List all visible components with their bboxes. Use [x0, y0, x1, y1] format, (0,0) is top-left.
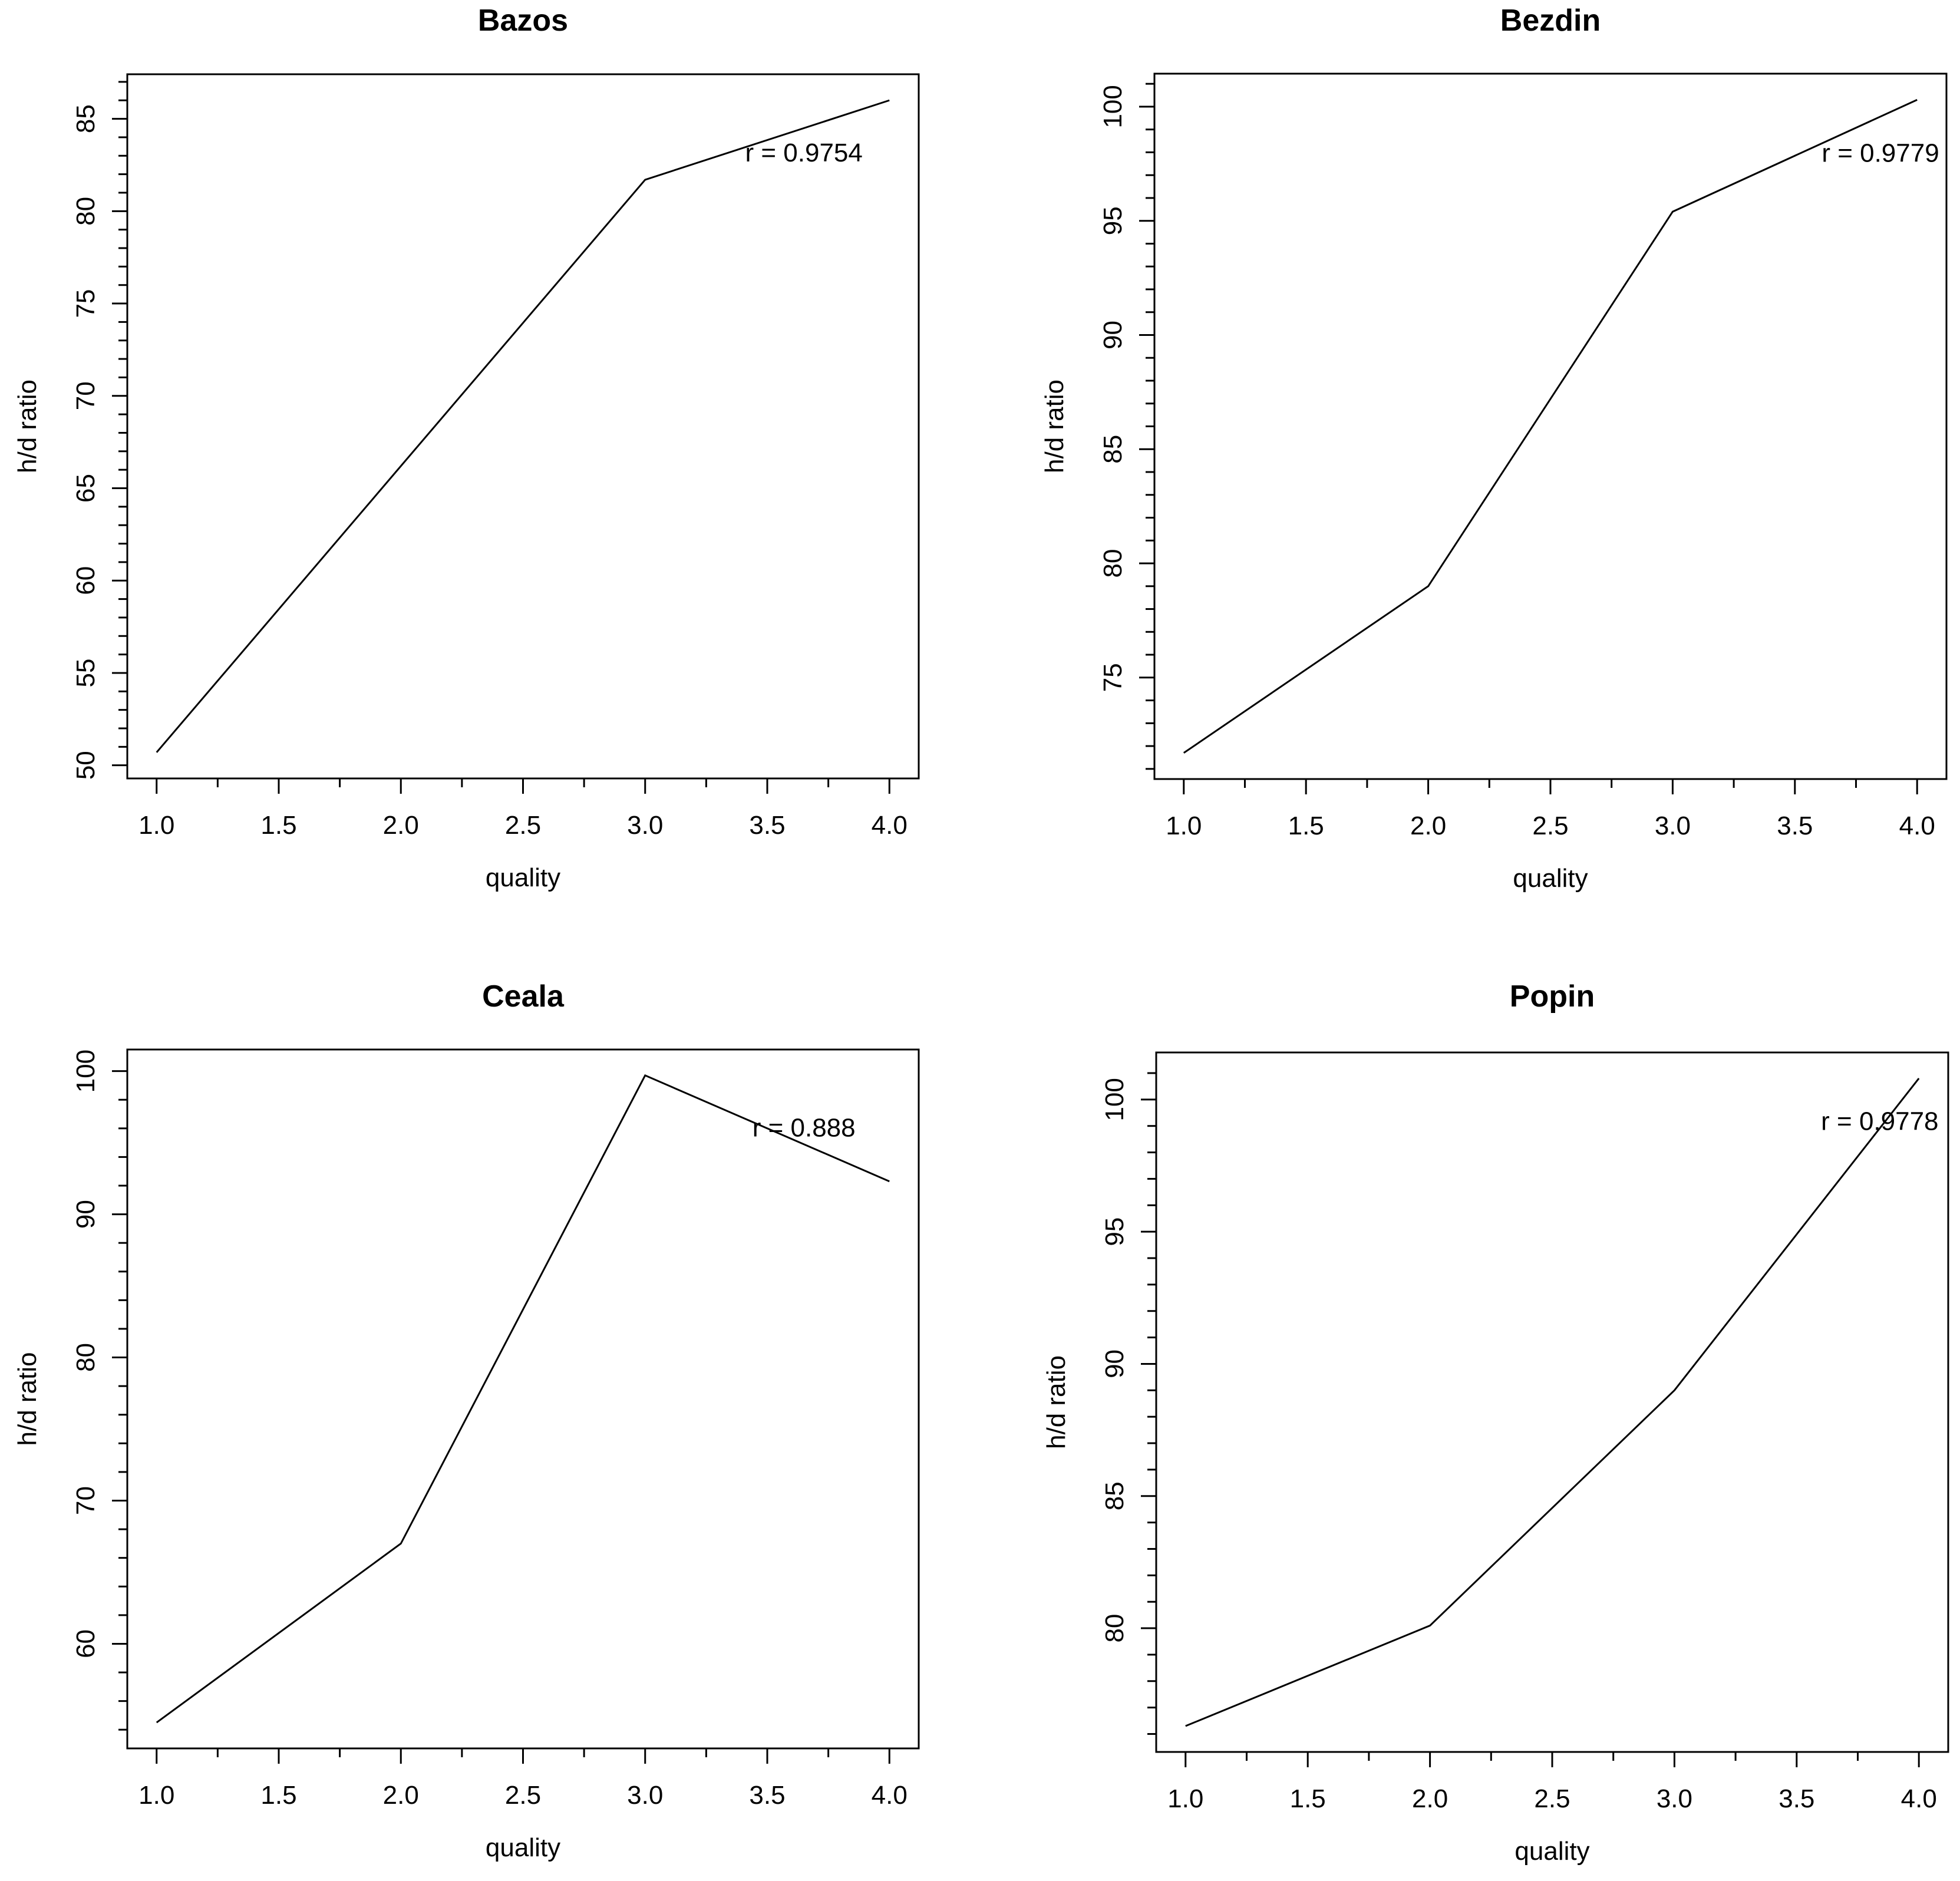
y-tick-label: 100 — [1098, 85, 1127, 128]
plot-svg: 1.0 1.5 2.0 2.5 3.0 3.5 4.0 60 70 80 90 100 Ceala qua… — [13, 979, 920, 1862]
plot-box — [126, 1048, 920, 1750]
y-tick-label: 60 — [71, 566, 100, 595]
x-tick-label: 2.0 — [1410, 811, 1446, 840]
plot-title: Ceala — [482, 979, 565, 1014]
data-line — [156, 99, 890, 753]
plot-svg: 1.0 1.5 2.0 2.5 3.0 3.5 4.0 50 55 60 65 70 75 80 85 Baz… — [13, 4, 920, 892]
y-tick-label: 80 — [71, 197, 100, 226]
data-line — [156, 1074, 890, 1724]
plot-box — [1155, 1051, 1949, 1753]
x-tick-label: 3.5 — [749, 811, 785, 840]
x-tick-label: 1.0 — [1166, 811, 1202, 840]
plot-box — [1153, 72, 1948, 780]
x-axis-label: quality — [1514, 1837, 1589, 1866]
data-line — [1183, 98, 1918, 754]
correlation-annotation: r = 0.9754 — [745, 138, 862, 167]
y-tick-label: 95 — [1100, 1217, 1129, 1246]
y-axis-label: h/d ratio — [13, 380, 42, 473]
x-tick-label: 1.0 — [138, 1781, 174, 1810]
data-line — [1185, 1078, 1920, 1727]
x-tick-label: 4.0 — [1901, 1784, 1937, 1813]
x-tick-label: 3.0 — [1655, 811, 1691, 840]
y-tick-label: 85 — [1100, 1481, 1129, 1510]
y-tick-label: 80 — [71, 1343, 100, 1372]
plot-box — [126, 73, 920, 780]
x-tick-label: 3.0 — [627, 1781, 663, 1810]
x-axis-label: quality — [486, 863, 560, 892]
plot-title: Bazos — [478, 4, 568, 38]
x-tick-label: 1.0 — [1167, 1784, 1203, 1813]
x-tick-label: 4.0 — [1899, 811, 1935, 840]
x-tick-label: 1.5 — [260, 811, 296, 840]
x-tick-label: 1.5 — [260, 1781, 296, 1810]
x-tick-label: 2.0 — [1412, 1784, 1448, 1813]
y-tick-label: 80 — [1100, 1614, 1129, 1643]
panel-popin: 1.0 1.5 2.0 2.5 3.0 3.5 4.0 80 85 90 95 100 Popin qua… — [980, 940, 1960, 1881]
y-tick-label: 80 — [1098, 549, 1127, 578]
y-tick-label: 70 — [71, 1486, 100, 1515]
y-tick-label: 85 — [1098, 435, 1127, 464]
y-axis-label: h/d ratio — [13, 1352, 42, 1446]
x-tick-label: 4.0 — [872, 811, 908, 840]
x-axis-label: quality — [486, 1833, 560, 1862]
plot-title: Bezdin — [1500, 4, 1601, 38]
y-tick-label: 75 — [1098, 663, 1127, 692]
y-tick-label: 65 — [71, 474, 100, 503]
y-tick-label: 55 — [71, 658, 100, 687]
x-tick-label: 2.5 — [1534, 1784, 1570, 1813]
y-axis-label: h/d ratio — [1042, 1355, 1071, 1449]
y-tick-label: 50 — [71, 751, 100, 780]
x-tick-label: 2.5 — [505, 1781, 541, 1810]
plot-svg: 1.0 1.5 2.0 2.5 3.0 3.5 4.0 75 80 85 90 95 100 Bezdin… — [1040, 4, 1948, 893]
x-tick-label: 1.5 — [1288, 811, 1324, 840]
x-tick-label: 3.0 — [627, 811, 663, 840]
x-tick-label: 3.5 — [1777, 811, 1813, 840]
y-tick-label: 90 — [71, 1200, 100, 1229]
y-tick-label: 85 — [71, 104, 100, 133]
x-tick-label: 2.0 — [383, 811, 419, 840]
x-tick-label: 1.5 — [1290, 1784, 1326, 1813]
y-tick-label: 100 — [1100, 1078, 1129, 1121]
y-axis-label: h/d ratio — [1040, 380, 1069, 473]
y-tick-label: 70 — [71, 381, 100, 410]
correlation-annotation: r = 0.9779 — [1822, 138, 1939, 167]
x-axis-label: quality — [1513, 864, 1588, 893]
x-tick-label: 3.5 — [749, 1781, 785, 1810]
correlation-annotation: r = 0.888 — [753, 1113, 856, 1142]
x-tick-label: 3.5 — [1778, 1784, 1814, 1813]
y-tick-label: 75 — [71, 289, 100, 318]
y-tick-label: 95 — [1098, 206, 1127, 235]
x-tick-label: 2.5 — [1532, 811, 1568, 840]
panel-bazos: 1.0 1.5 2.0 2.5 3.0 3.5 4.0 50 55 60 65 70 75 80 85 Baz… — [0, 0, 980, 940]
plot-svg: 1.0 1.5 2.0 2.5 3.0 3.5 4.0 80 85 90 95 100 Popin qua… — [1042, 979, 1949, 1866]
x-tick-label: 1.0 — [138, 811, 174, 840]
panel-bezdin: 1.0 1.5 2.0 2.5 3.0 3.5 4.0 75 80 85 90 95 100 Bezdin… — [980, 0, 1960, 940]
y-tick-label: 90 — [1098, 321, 1127, 349]
plot-title: Popin — [1510, 979, 1595, 1014]
x-tick-label: 2.0 — [383, 1781, 419, 1810]
x-tick-label: 4.0 — [872, 1781, 908, 1810]
y-tick-label: 60 — [71, 1629, 100, 1658]
x-tick-label: 2.5 — [505, 811, 541, 840]
x-tick-label: 3.0 — [1657, 1784, 1692, 1813]
y-tick-label: 90 — [1100, 1349, 1129, 1378]
y-tick-label: 100 — [71, 1050, 100, 1093]
correlation-annotation: r = 0.9778 — [1821, 1107, 1938, 1136]
panel-ceala: 1.0 1.5 2.0 2.5 3.0 3.5 4.0 60 70 80 90 100 Ceala qua… — [0, 940, 980, 1881]
